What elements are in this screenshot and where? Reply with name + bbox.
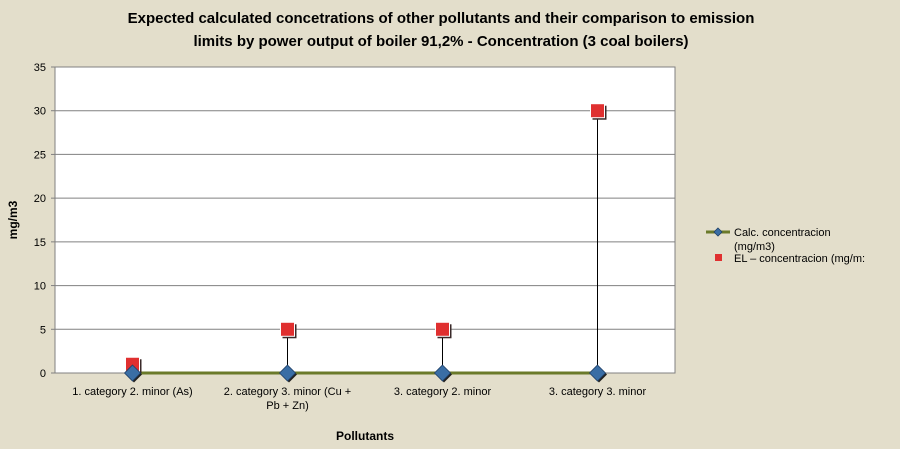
x-category-label: 1. category 2. minor (As) xyxy=(72,386,192,398)
chart-title-line-1: Expected calculated concetrations of oth… xyxy=(128,10,755,27)
y-tick-label: 25 xyxy=(34,149,46,161)
x-category-label: 3. category 3. minor xyxy=(549,386,647,398)
y-tick-label: 15 xyxy=(34,237,46,249)
legend-label-calc-line-2: (mg/m3) xyxy=(734,241,775,253)
chart-title-line-2: limits by power output of boiler 91,2% -… xyxy=(193,33,688,50)
y-tick-label: 30 xyxy=(34,106,46,118)
el-marker xyxy=(435,321,450,337)
y-tick-label: 0 xyxy=(40,368,46,380)
calc-marker xyxy=(433,364,452,382)
x-axis-categories: 1. category 2. minor (As) 2. category 3. … xyxy=(72,386,646,412)
series xyxy=(123,103,607,383)
el-marker xyxy=(590,103,605,119)
y-tick-label: 20 xyxy=(34,193,46,205)
calc-marker xyxy=(278,364,297,382)
y-tick-label: 10 xyxy=(34,281,46,293)
y-tick-label: 5 xyxy=(40,324,46,336)
legend-label-calc-line-1: Calc. concentracion xyxy=(734,227,831,239)
legend-diamond-swatch xyxy=(713,227,723,237)
el-marker xyxy=(280,321,295,337)
legend-label-el: EL – concentracion (mg/m: xyxy=(734,253,865,265)
x-category-label: 2. category 3. minor (Cu + xyxy=(224,386,351,398)
y-axis-ticks: 0 5 10 15 20 25 30 35 xyxy=(34,62,55,380)
legend-square-swatch xyxy=(715,254,722,261)
legend: Calc. concentracion (mg/m3) EL – concent… xyxy=(706,227,865,265)
x-category-label: 3. category 2. minor xyxy=(394,386,492,398)
calc-marker xyxy=(588,364,607,382)
x-category-label: Pb + Zn) xyxy=(266,400,309,412)
calc-marker xyxy=(123,364,142,382)
gridlines xyxy=(55,110,675,330)
x-axis-title: Pollutants xyxy=(336,429,394,443)
y-axis-title: mg/m3 xyxy=(6,200,20,239)
plot-area xyxy=(54,66,676,374)
y-tick-label: 35 xyxy=(34,62,46,74)
